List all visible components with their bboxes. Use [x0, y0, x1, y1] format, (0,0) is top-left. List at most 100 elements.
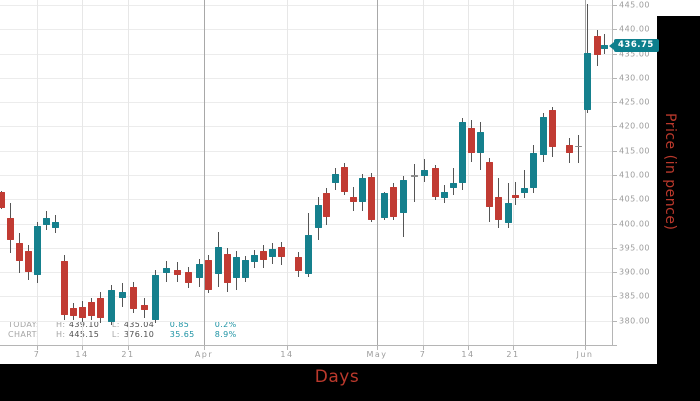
today-change-pct: 0.2% — [214, 320, 237, 329]
candle-body — [332, 173, 339, 184]
candle-body — [108, 290, 115, 322]
chart-change: 35.65 — [169, 329, 195, 339]
candle-body — [441, 191, 448, 199]
candle-body — [205, 259, 212, 291]
price-gridline — [0, 296, 612, 298]
candle-body — [459, 121, 466, 184]
candle-body — [390, 186, 397, 217]
y-tick-mark — [613, 320, 617, 322]
x-tick-label: May — [366, 350, 388, 359]
candle-body — [88, 301, 95, 317]
candle-body — [575, 145, 582, 148]
y-tick-label: 415.00 — [619, 146, 650, 156]
candle-body — [359, 178, 366, 202]
y-tick-mark — [613, 53, 617, 55]
candle-body — [0, 191, 5, 208]
candle-body — [411, 174, 418, 178]
chart-plot-area[interactable]: TODAY: H: 439.10 L: 435.04 0.85 0.2% CHA… — [0, 0, 657, 364]
candle-body — [25, 250, 32, 272]
candle-wick — [414, 163, 415, 202]
candle-body — [305, 235, 312, 274]
x-tick-label: Apr — [194, 350, 214, 359]
x-tick-label: 14 — [280, 350, 294, 359]
date-gridline — [513, 0, 514, 345]
candle-body — [450, 183, 457, 189]
candle-body — [7, 218, 14, 241]
candle-body — [52, 221, 59, 229]
candle-body — [512, 194, 519, 199]
high-label: H: — [55, 320, 66, 329]
y-axis-title: Price (in pence) — [662, 113, 678, 231]
date-gridline — [37, 0, 38, 345]
y-tick-label: 445.00 — [619, 0, 650, 10]
today-change: 0.85 — [169, 320, 190, 329]
x-tick-label: Jun — [576, 350, 594, 359]
candle-body — [477, 131, 484, 154]
x-tick-mark — [37, 346, 38, 350]
candle-body — [601, 45, 608, 50]
today-low: 435.04 — [123, 320, 155, 329]
y-tick-label: 420.00 — [619, 121, 650, 131]
candle-body — [61, 261, 68, 315]
candle-body — [521, 188, 528, 194]
y-tick-mark — [613, 5, 617, 6]
x-tick-mark — [585, 346, 586, 350]
price-gridline — [0, 102, 612, 104]
candle-body — [486, 161, 493, 207]
candle-body — [495, 196, 502, 221]
candle-body — [97, 298, 104, 319]
price-gridline — [0, 174, 612, 176]
candle-body — [594, 36, 601, 56]
candle-body — [269, 248, 276, 257]
price-stats-overlay: TODAY: H: 439.10 L: 435.04 0.85 0.2% CHA… — [8, 320, 237, 339]
candle-body — [16, 243, 23, 261]
candle-body — [233, 256, 240, 279]
candle-wick — [604, 33, 605, 54]
candle-body — [141, 305, 148, 310]
bottom-frame-band — [0, 364, 700, 401]
candle-body — [174, 270, 181, 276]
candle-body — [119, 291, 126, 299]
date-gridline — [128, 0, 129, 345]
price-gridline — [0, 5, 612, 6]
x-tick-label: 14 — [461, 350, 475, 359]
y-tick-mark — [613, 126, 617, 128]
x-axis-line — [0, 345, 617, 346]
low-label: L: — [111, 329, 120, 339]
y-tick-label: 385.00 — [619, 291, 650, 301]
candle-body — [43, 218, 50, 226]
candle-body — [468, 128, 475, 154]
candle-body — [530, 153, 537, 189]
candle-wick — [524, 170, 525, 199]
price-gridline — [0, 29, 612, 31]
price-gridline — [0, 53, 612, 55]
y-tick-label: 400.00 — [619, 219, 650, 229]
stats-row-chart: CHART: H: 445.15 L: 376.10 35.65 8.9% — [8, 330, 237, 340]
x-axis-title: Days — [314, 367, 360, 387]
y-tick-mark — [613, 223, 617, 225]
today-label: TODAY: — [8, 320, 39, 329]
chart-label: CHART: — [8, 329, 40, 339]
y-tick-label: 410.00 — [619, 170, 650, 180]
candle-body — [381, 193, 388, 219]
stats-row-today: TODAY: H: 439.10 L: 435.04 0.85 0.2% — [8, 320, 237, 330]
candle-body — [505, 203, 512, 224]
date-gridline — [468, 0, 469, 345]
candle-body — [566, 144, 573, 154]
x-tick-label: 21 — [506, 350, 520, 359]
x-tick-mark — [513, 346, 514, 350]
x-tick-mark — [82, 346, 83, 350]
candle-body — [196, 264, 203, 279]
x-tick-mark — [204, 346, 205, 350]
candle-body — [584, 52, 591, 110]
candle-body — [421, 170, 428, 177]
x-tick-label: 21 — [121, 350, 135, 359]
candle-body — [260, 250, 267, 261]
candle-body — [70, 308, 77, 317]
high-label: H: — [55, 329, 66, 339]
x-tick-mark — [468, 346, 469, 350]
price-gridline — [0, 320, 612, 322]
candle-body — [242, 259, 249, 279]
candle-body — [79, 306, 86, 319]
y-axis-line — [612, 0, 613, 346]
